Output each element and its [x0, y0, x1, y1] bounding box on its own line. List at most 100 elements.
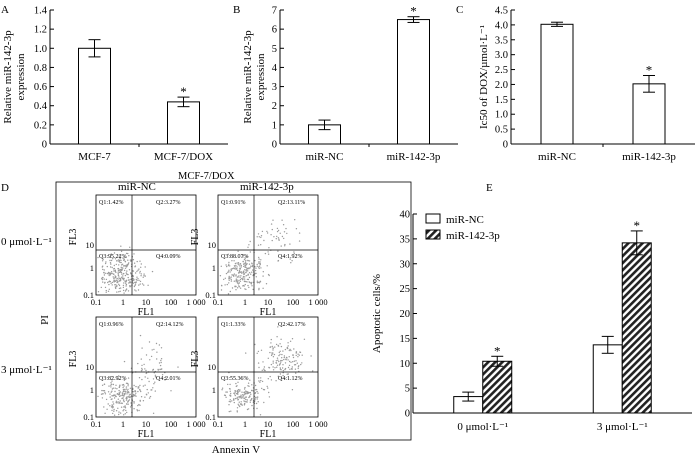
event-dot — [291, 366, 293, 368]
plot-frame — [217, 316, 319, 418]
event-dot — [245, 288, 247, 291]
event-dot — [235, 274, 237, 276]
event-dot — [127, 377, 130, 379]
event-dot — [127, 391, 130, 393]
event-dot — [286, 232, 288, 235]
event-dot — [109, 266, 112, 268]
event-dot — [266, 230, 268, 233]
event-dot — [278, 351, 280, 354]
event-dot — [139, 272, 141, 274]
event-dot — [281, 367, 284, 369]
y-tick-label: 10 — [400, 359, 411, 370]
quadrant-q2-label: Q2:42.17% — [278, 322, 306, 328]
event-dot — [225, 264, 227, 266]
event-dot — [248, 286, 250, 289]
event-dot — [110, 253, 113, 255]
event-dot — [251, 384, 253, 386]
event-dot — [160, 368, 162, 370]
y-tick-label: 35 — [400, 234, 411, 245]
event-dot — [122, 286, 125, 289]
y-axis-label-2: expression — [15, 53, 27, 101]
event-dot — [270, 234, 272, 236]
event-dot — [240, 266, 242, 268]
event-dot — [123, 409, 125, 411]
event-dot — [271, 345, 273, 348]
event-dot — [238, 270, 241, 272]
event-dot — [123, 395, 125, 397]
bar — [167, 101, 200, 145]
event-dot — [237, 398, 239, 401]
event-dot — [134, 394, 136, 396]
event-dot — [228, 263, 230, 265]
event-dot — [104, 393, 107, 395]
event-dot — [108, 288, 111, 290]
x-category-label: MCF-7 — [78, 151, 111, 163]
event-dot — [254, 398, 256, 400]
event-dot — [140, 370, 143, 372]
event-dot — [114, 276, 117, 279]
event-dot — [238, 397, 240, 399]
event-dot — [229, 290, 231, 293]
y-tick-label: 0.4 — [34, 101, 48, 112]
y-tick-label: 3 — [272, 82, 277, 93]
event-dot — [289, 340, 292, 342]
event-dot — [263, 366, 266, 368]
event-dot — [115, 410, 118, 412]
event-dot — [247, 260, 249, 262]
event-dot — [272, 219, 274, 221]
event-dot — [102, 258, 104, 261]
event-dot — [258, 282, 261, 284]
event-dot — [117, 378, 120, 380]
event-dot — [238, 404, 240, 407]
event-dot — [284, 348, 287, 351]
event-dot — [160, 361, 162, 364]
event-dot — [275, 360, 278, 362]
event-dot — [236, 396, 238, 398]
event-dot — [241, 272, 243, 274]
event-dot — [242, 275, 245, 278]
event-dot — [102, 268, 104, 271]
event-dot — [238, 395, 240, 398]
flow-col-label-2: miR-142-3p — [240, 181, 294, 193]
event-dot — [113, 277, 115, 279]
event-dot — [153, 372, 155, 374]
event-dot — [263, 389, 266, 391]
x-category-label: 0 μmol·L⁻¹ — [457, 421, 508, 433]
event-dot — [114, 269, 117, 272]
y-tick-label: 3.0 — [495, 50, 508, 61]
event-dot — [115, 395, 117, 398]
event-dot — [147, 392, 149, 394]
event-dot — [243, 278, 246, 280]
legend-swatch — [425, 213, 441, 224]
flow-dot-plot: Q1:1.33% Q2:42.17%Q3:55.36% Q4:1.12%0.1 1 10… — [190, 316, 328, 440]
event-dot — [137, 269, 139, 271]
event-dot — [264, 252, 267, 255]
event-dot — [233, 401, 235, 404]
event-dot — [238, 275, 240, 277]
event-dot — [230, 276, 232, 278]
event-dot — [247, 382, 250, 384]
event-dot — [128, 399, 131, 401]
y-tick-label: 5 — [405, 384, 410, 395]
y-tick-label: 4 — [272, 63, 278, 74]
event-dot — [280, 359, 282, 362]
event-dot — [275, 343, 278, 346]
event-dot — [120, 402, 122, 404]
event-dot — [277, 359, 279, 361]
event-dot — [263, 401, 265, 404]
event-dot — [279, 363, 281, 366]
event-dot — [156, 358, 158, 360]
event-dot — [285, 358, 287, 360]
event-dot — [134, 272, 137, 274]
event-dot — [170, 390, 172, 392]
y-tick-label: 0.8 — [34, 63, 47, 74]
event-dot — [127, 263, 129, 265]
event-dot — [146, 372, 148, 374]
event-dot — [142, 400, 145, 402]
event-dot — [142, 385, 145, 387]
event-dot — [151, 349, 153, 351]
event-dot — [228, 404, 230, 406]
legend-label: miR-142-3p — [446, 230, 500, 242]
event-dot — [138, 403, 140, 406]
flow-col-label-1: miR-NC — [118, 181, 156, 193]
